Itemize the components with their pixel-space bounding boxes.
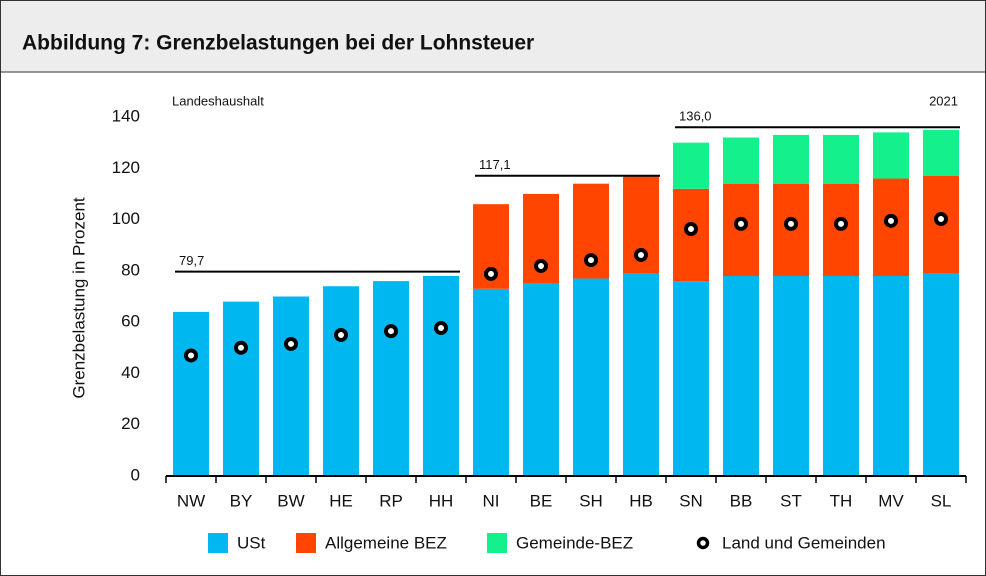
x-tick-label: NI — [483, 491, 500, 510]
bar-segment — [923, 129, 959, 176]
bar-segment — [223, 301, 259, 476]
x-tick-label: RP — [379, 491, 403, 510]
legend-label: Land und Gemeinden — [722, 533, 886, 552]
bar-segment — [823, 275, 859, 476]
legend-marker — [696, 536, 710, 550]
bar-segment — [323, 286, 359, 476]
x-tick-label: SN — [679, 491, 703, 510]
bar-segment — [173, 311, 209, 476]
point — [334, 327, 348, 342]
y-tick-label: 100 — [112, 209, 140, 228]
bar-segment — [873, 275, 909, 476]
y-tick-label: 80 — [121, 260, 140, 279]
point — [734, 216, 748, 231]
point — [834, 216, 848, 231]
bar-segment — [573, 278, 609, 476]
legend-label: Gemeinde-BEZ — [516, 533, 633, 552]
legend-swatch — [208, 533, 228, 553]
legend-swatch — [296, 533, 316, 553]
bar-segment — [673, 281, 709, 476]
point — [684, 222, 698, 237]
bar-segment — [873, 132, 909, 179]
bar-segment — [373, 281, 409, 476]
x-tick-label: MV — [878, 491, 904, 510]
bar-segment — [923, 273, 959, 476]
point — [284, 336, 298, 351]
header — [1, 1, 985, 72]
bar-segment — [623, 273, 659, 476]
y-tick-label: 40 — [121, 363, 140, 382]
legend-label: Allgemeine BEZ — [325, 533, 447, 552]
bar-segment — [273, 296, 309, 476]
bar-segment — [473, 288, 509, 476]
legend-label: USt — [237, 533, 266, 552]
annotation: 2021 — [929, 93, 958, 108]
bar-segment — [773, 134, 809, 184]
x-tick-label: SL — [931, 491, 952, 510]
bar-segment — [823, 134, 859, 184]
y-tick-label: 120 — [112, 158, 140, 177]
point — [934, 212, 948, 227]
reference-label: 136,0 — [679, 109, 712, 124]
reference-label: 117,1 — [479, 157, 511, 172]
y-tick-label: 140 — [112, 106, 140, 125]
point — [384, 324, 398, 339]
point — [784, 216, 798, 231]
y-tick-label: 20 — [121, 414, 140, 433]
x-tick-label: NW — [177, 491, 205, 510]
point — [234, 340, 248, 355]
point — [584, 253, 598, 268]
y-tick-label: 0 — [131, 465, 140, 484]
reference-label: 79,7 — [179, 253, 204, 268]
x-tick-label: TH — [830, 491, 853, 510]
x-tick-label: BE — [530, 491, 553, 510]
x-tick-label: BB — [730, 491, 753, 510]
point — [884, 213, 898, 228]
bar-segment — [723, 137, 759, 184]
point — [534, 258, 548, 273]
x-tick-label: BW — [277, 491, 304, 510]
bar-segment — [423, 275, 459, 476]
bar-segment — [673, 142, 709, 189]
x-tick-label: ST — [780, 491, 802, 510]
bar-segment — [723, 275, 759, 476]
x-tick-label: HE — [329, 491, 353, 510]
point — [484, 266, 498, 281]
point — [634, 247, 648, 262]
point — [184, 348, 198, 363]
legend-swatch — [487, 533, 507, 553]
x-tick-label: SH — [579, 491, 603, 510]
x-tick-label: HH — [429, 491, 454, 510]
y-tick-label: 60 — [121, 312, 140, 331]
y-axis-label: Grenzbelastung in Prozent — [69, 197, 88, 399]
point — [434, 321, 448, 336]
annotation: Landeshaushalt — [172, 93, 264, 108]
x-tick-label: BY — [230, 491, 253, 510]
chart-title: Abbildung 7: Grenzbelastungen bei der Lo… — [22, 32, 534, 55]
bar-segment — [773, 275, 809, 476]
x-tick-label: HB — [629, 491, 653, 510]
bar-segment — [523, 283, 559, 476]
